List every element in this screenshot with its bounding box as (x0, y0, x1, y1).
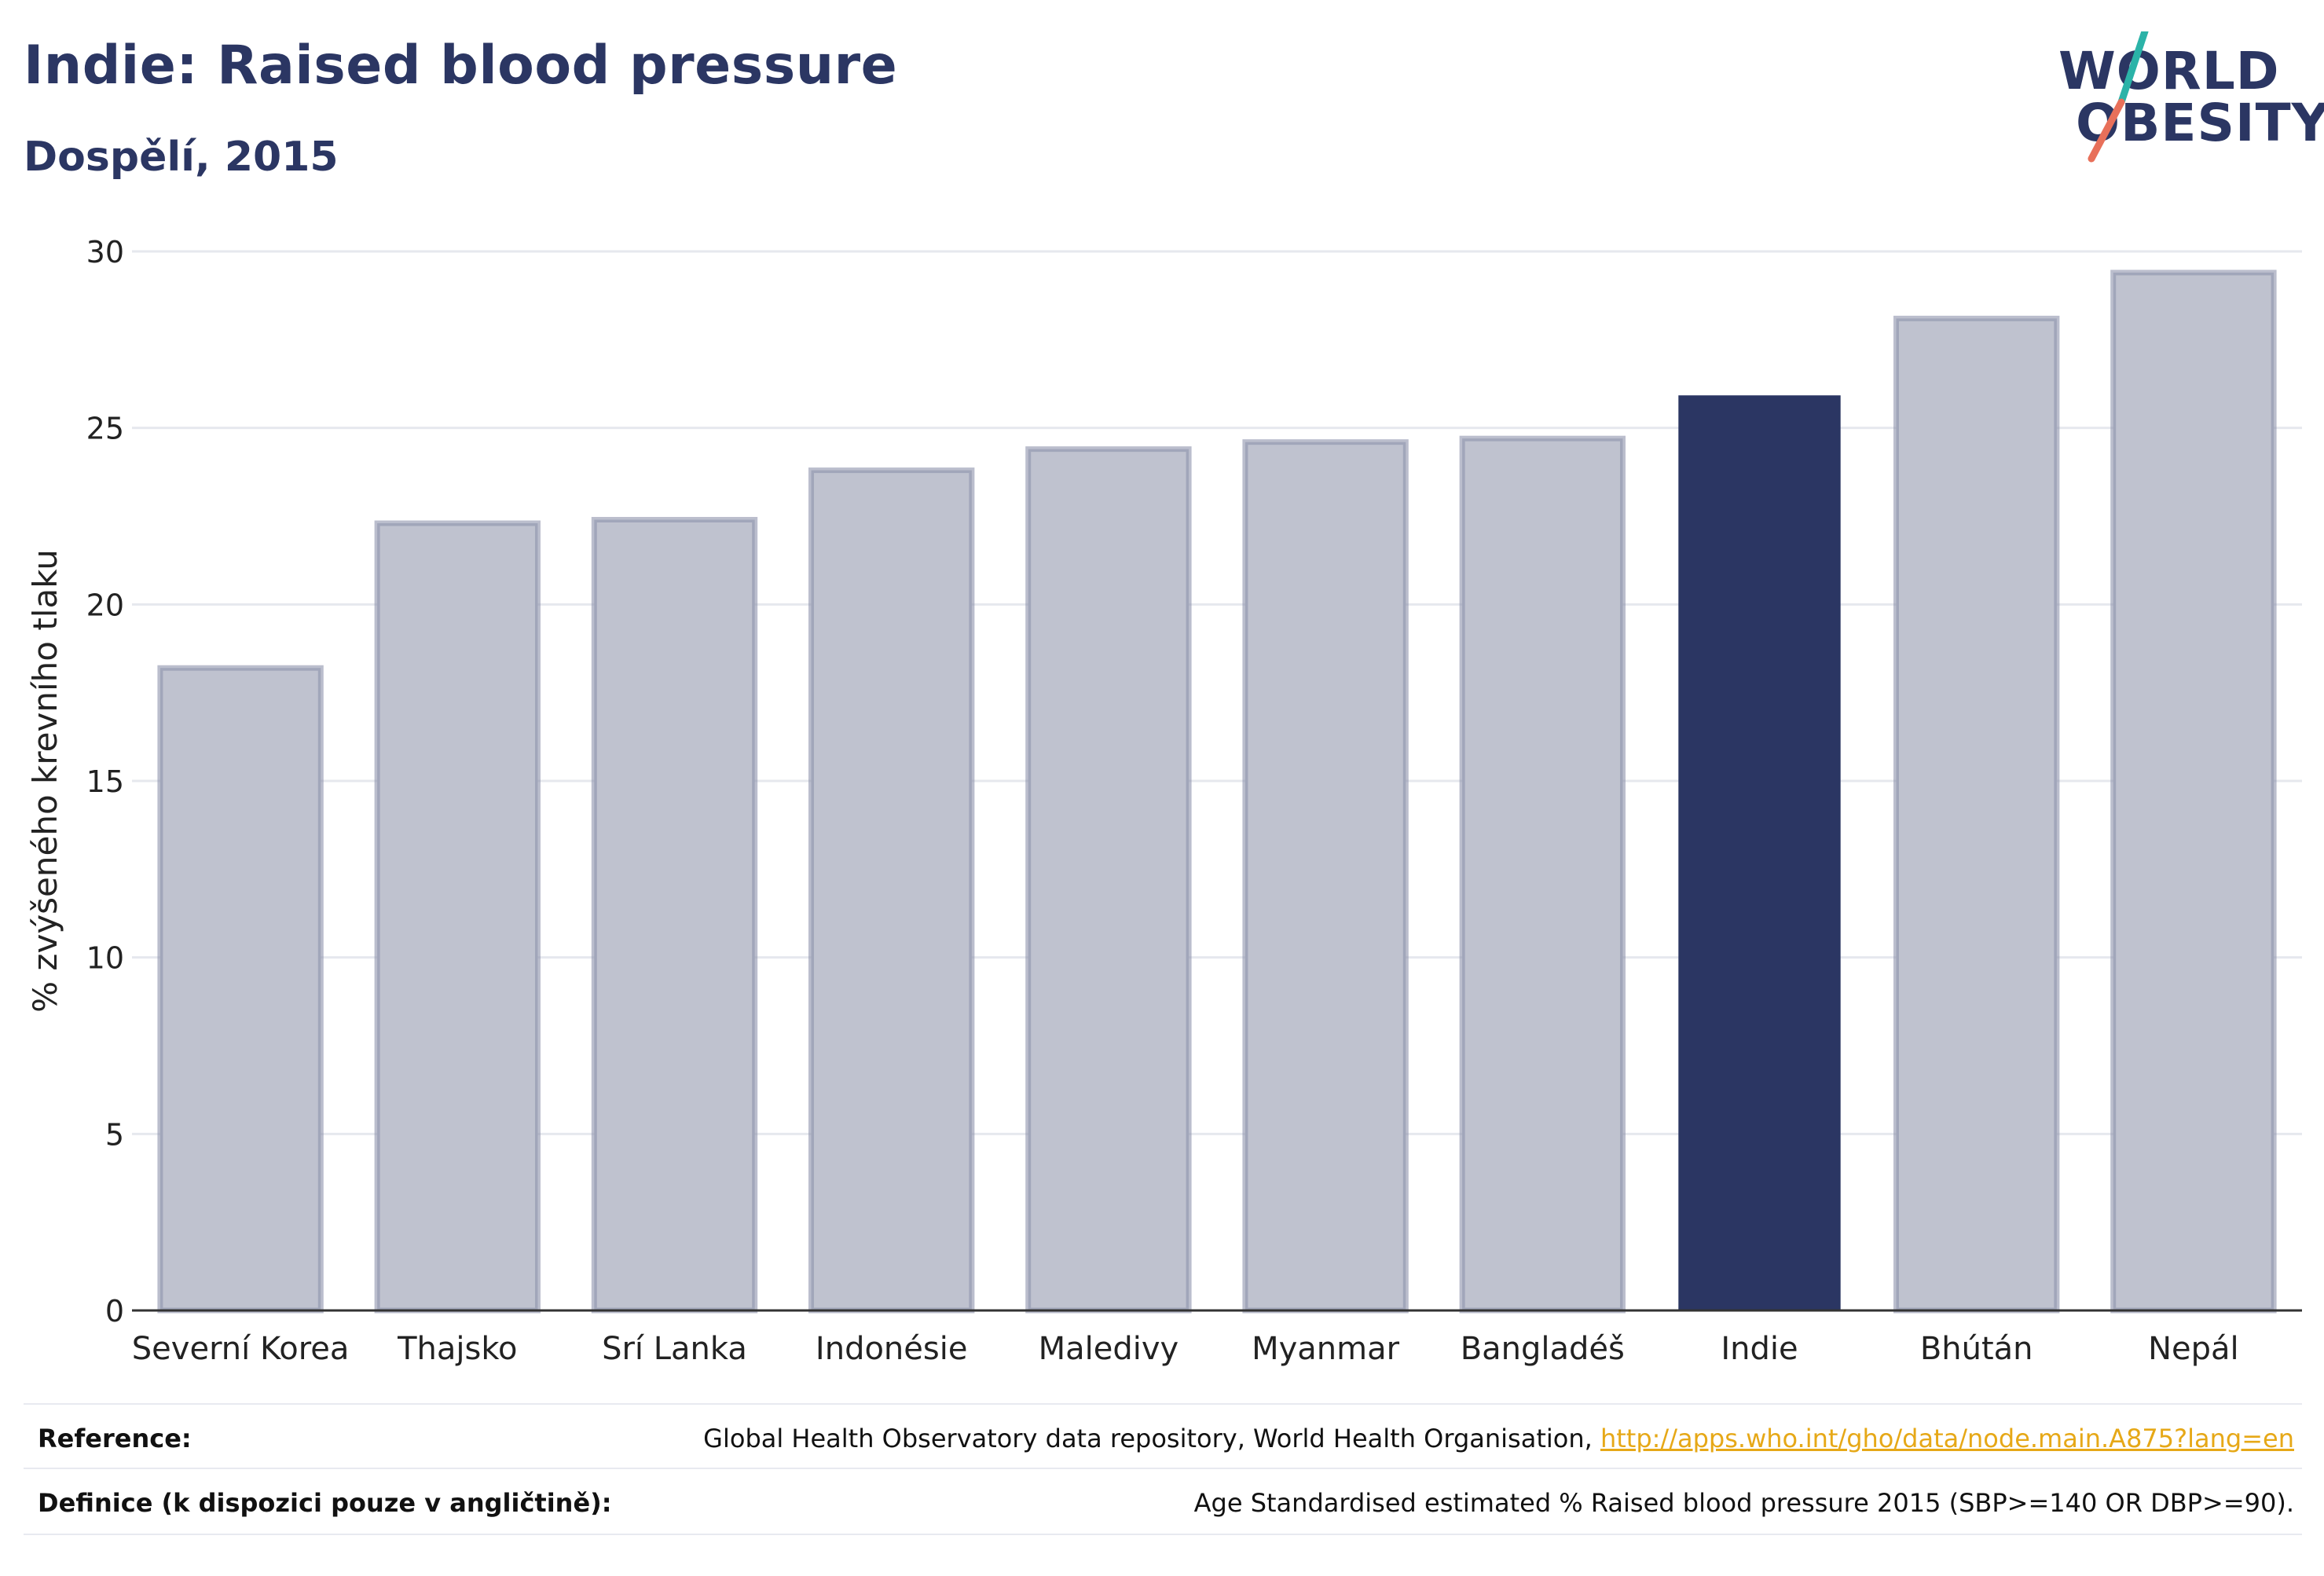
reference-value: Global Health Observatory data repositor… (703, 1424, 2294, 1453)
x-tick-label: Indie (1721, 1331, 1798, 1367)
y-tick-label: 25 (86, 412, 124, 446)
bar-nepál (2110, 269, 2277, 1314)
bars (157, 269, 2277, 1314)
bar-indonésie (808, 467, 975, 1314)
y-tick-label: 5 (105, 1117, 124, 1152)
y-tick-label: 15 (86, 764, 124, 799)
x-tick-label: Indonésie (816, 1331, 968, 1367)
world-obesity-logo: WORLD OBESITY (2058, 31, 2324, 173)
bar-srí-lanka (591, 516, 758, 1314)
reference-text: Global Health Observatory data repositor… (703, 1424, 1600, 1453)
bar-chart: 0 5 10 15 20 25 30 Severní Korea Thajsko Srí Lan… (26, 235, 2302, 1367)
x-tick-label: Maledivy (1039, 1331, 1179, 1367)
y-axis-label: % zvýšeného krevního tlaku (26, 549, 64, 1013)
definition-label: Definice (k dispozici pouze v angličtině… (38, 1488, 612, 1518)
definition-value: Age Standardised estimated % Raised bloo… (1193, 1488, 2294, 1518)
footer-bottom-rule (24, 1534, 2302, 1535)
bar-maledivy (1025, 446, 1192, 1314)
x-tick-label: Bangladéš (1461, 1331, 1625, 1367)
logo-line-1: WORLD (2058, 41, 2280, 101)
footer-definition-row: Definice (k dispozici pouze v angličtině… (24, 1468, 2302, 1532)
bar-thajsko (374, 520, 541, 1314)
footer-reference-row: Reference: Global Health Observatory dat… (24, 1403, 2302, 1468)
logo-slash-icon (2088, 31, 2149, 163)
chart-title: Indie: Raised blood pressure (24, 35, 898, 97)
bar-indie (1678, 395, 1841, 1311)
x-tick-label: Thajsko (397, 1331, 517, 1367)
y-tick-label: 20 (86, 588, 124, 622)
chart-subtitle: Dospělí, 2015 (24, 134, 339, 181)
reference-link[interactable]: http://apps.who.int/gho/data/node.main.A… (1600, 1424, 2294, 1453)
bar-bangladéš (1459, 435, 1626, 1314)
bar-bhútán (1893, 315, 2060, 1314)
y-tick-labels: 0 5 10 15 20 25 30 (86, 235, 124, 1329)
x-tick-label: Nepál (2148, 1331, 2239, 1367)
x-tick-label: Srí Lanka (602, 1331, 747, 1367)
reference-label: Reference: (38, 1424, 192, 1453)
bar-myanmar (1242, 439, 1409, 1314)
x-tick-label: Bhútán (1920, 1331, 2033, 1367)
x-tick-label: Myanmar (1252, 1331, 1400, 1367)
x-tick-labels: Severní Korea Thajsko Srí Lanka Indonésie Ma… (132, 1331, 2239, 1367)
x-tick-label: Severní Korea (132, 1331, 350, 1367)
y-tick-label: 0 (105, 1294, 124, 1329)
y-tick-label: 30 (86, 235, 124, 269)
bar-severní-korea (157, 665, 324, 1314)
y-tick-label: 10 (86, 941, 124, 976)
